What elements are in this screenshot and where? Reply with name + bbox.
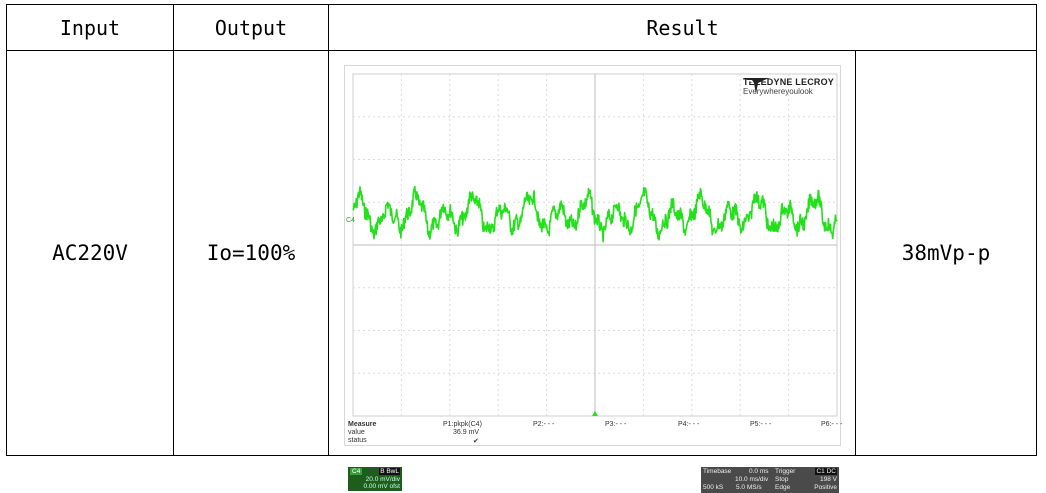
results-table: Input Output Result AC220V Io=100% C4 TE… <box>6 4 1037 493</box>
logo-brand: TELEDYNE LECROY <box>742 77 834 87</box>
measure-status-label: status <box>348 437 367 444</box>
channel-flags: B BwL <box>379 468 400 475</box>
trigger-label: Trigger <box>775 468 796 475</box>
trigger-slope: Positive <box>814 484 837 491</box>
header-row: Input Output Result <box>6 4 1037 51</box>
scope-cell: C4 TELEDYNE LECROY Everywhereyoulook Mea… <box>328 50 856 493</box>
trigger-type: Edge <box>775 484 791 491</box>
trigger-level: 198 V <box>820 476 837 483</box>
oscilloscope-screenshot: C4 TELEDYNE LECROY Everywhereyoulook Mea… <box>344 65 843 493</box>
p2-label: P2:- - - <box>533 421 555 428</box>
measure-label: Measure <box>348 421 377 428</box>
channel-marker: C4 <box>346 217 355 224</box>
header-output: Output <box>173 4 329 51</box>
channel-name: C4 <box>350 468 363 475</box>
measure-value-label: value <box>348 429 365 436</box>
timebase-samples: 500 kS <box>703 484 724 491</box>
p1-status-icon: ✔ <box>473 438 479 445</box>
p4-label: P4:- - - <box>678 421 700 428</box>
p3-label: P3:- - - <box>605 421 627 428</box>
p1-value: 36.9 mV <box>453 429 480 436</box>
channel-info-box: C4 B BwL 20.0 mV/div 0.00 mV ofst <box>348 467 402 491</box>
header-result: Result <box>328 4 1037 51</box>
timebase-delay: 0.0 ms <box>749 468 769 475</box>
input-value: AC220V <box>6 50 174 456</box>
logo-tagline: Everywhereyoulook <box>742 87 813 96</box>
trigger-mode: Stop <box>775 476 789 483</box>
timebase-trigger-box: Timebase 0.0 ms 10.0 ms/div 500 kS 5.0 M… <box>701 467 839 493</box>
channel-vdiv: 20.0 mV/div <box>365 476 400 483</box>
trigger-channel: C1 DC <box>815 468 837 475</box>
timebase-tdiv: 10.0 ms/div <box>735 476 769 483</box>
timebase-label: Timebase <box>703 468 732 475</box>
p5-label: P5:- - - <box>750 421 772 428</box>
trigger-marker <box>592 411 598 416</box>
result-value: 38mVp-p <box>855 50 1037 456</box>
teledyne-lecroy-logo: TELEDYNE LECROY Everywhereyoulook <box>742 77 834 96</box>
scope-grid: C4 <box>346 73 838 417</box>
timebase-rate: 5.0 MS/s <box>736 484 762 491</box>
p1-name: P1:pkpk(C4) <box>443 421 482 428</box>
data-row: AC220V Io=100% C4 TELEDYNE LECROY Everyw… <box>6 50 1037 493</box>
ripple-waveform <box>352 185 838 243</box>
lecroy-logo-icon <box>742 78 769 94</box>
p6-label: P6:- - - <box>821 421 843 428</box>
channel-offset: 0.00 mV ofst <box>363 483 401 490</box>
header-input: Input <box>6 4 174 51</box>
output-value: Io=100% <box>173 50 329 456</box>
